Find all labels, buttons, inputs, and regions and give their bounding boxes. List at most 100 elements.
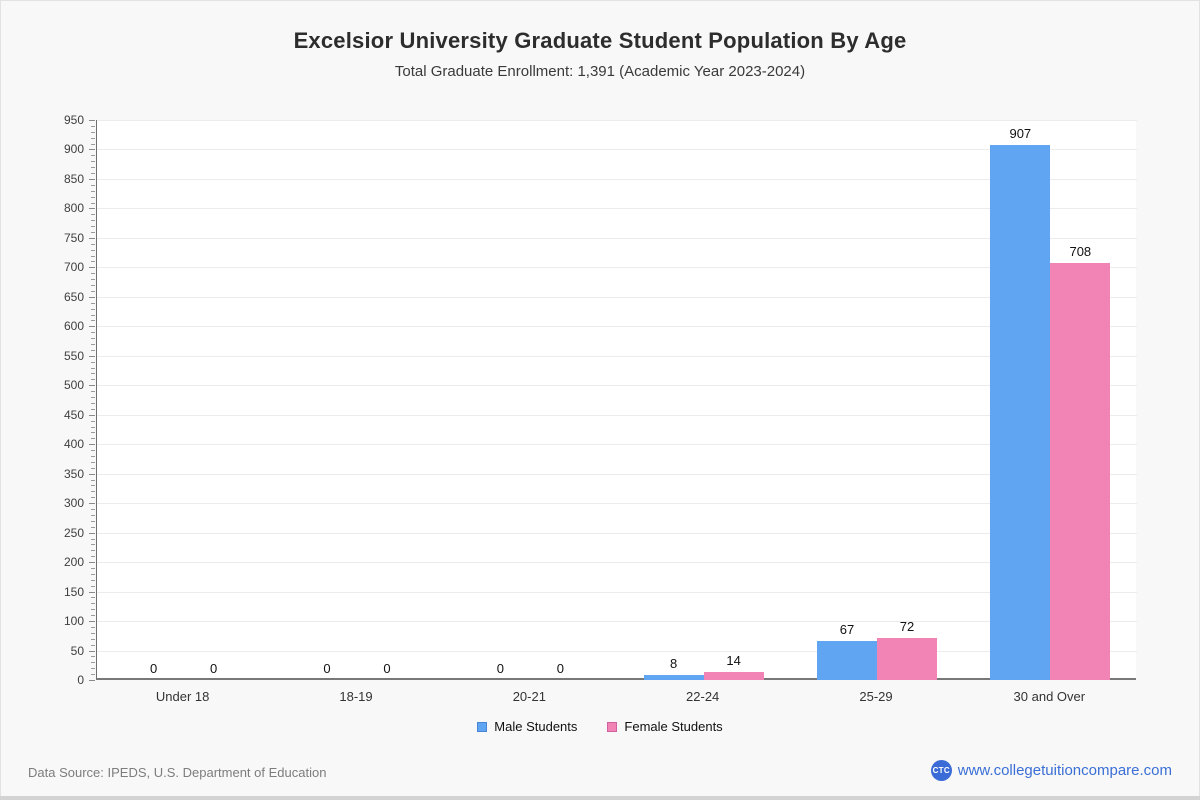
- y-axis-minor-tick: [91, 597, 95, 599]
- female-students-swatch-icon: [607, 721, 618, 732]
- y-axis-major-tick: [89, 532, 95, 534]
- y-axis-tick-label: 700: [63, 260, 84, 275]
- y-axis-minor-tick: [91, 173, 95, 175]
- y-axis-minor-tick: [91, 538, 95, 540]
- bar-value-label: 0: [150, 661, 158, 676]
- bar-value-label: 0: [323, 661, 331, 676]
- y-axis-minor-tick: [91, 125, 95, 127]
- y-axis-minor-tick: [91, 485, 95, 487]
- y-axis-minor-tick: [91, 232, 95, 233]
- legend-label-female-students: Female Students: [624, 719, 723, 734]
- y-axis-minor-tick: [91, 190, 95, 192]
- y-axis-minor-tick: [91, 320, 95, 322]
- y-axis-minor-tick: [91, 373, 95, 375]
- gridline: [97, 562, 1137, 564]
- y-axis-minor-tick: [91, 338, 95, 340]
- y-axis-major-tick: [89, 149, 95, 151]
- y-axis-minor-tick: [91, 308, 95, 310]
- legend-item-male-students: Male Students: [477, 719, 577, 734]
- bar-female-students: [877, 637, 937, 680]
- y-axis-tick-label: 400: [63, 437, 84, 452]
- ctc-logo-icon[interactable]: CTC: [930, 760, 952, 781]
- gridline: [97, 296, 1137, 298]
- y-axis-minor-tick: [91, 626, 95, 628]
- gridline: [97, 473, 1137, 475]
- bottom-divider: [0, 796, 1200, 800]
- y-axis-major-tick: [89, 562, 95, 564]
- bar-value-label: 0: [556, 661, 564, 676]
- y-axis-minor-tick: [91, 196, 95, 198]
- y-axis-minor-tick: [91, 261, 95, 263]
- y-axis-major-tick: [89, 473, 95, 475]
- y-axis-major-tick: [89, 621, 95, 623]
- website-link[interactable]: www.collegetuitioncompare.com: [957, 762, 1172, 779]
- y-axis-minor-tick: [91, 332, 95, 334]
- y-axis-minor-tick: [91, 656, 95, 658]
- bar-male-students: [990, 145, 1051, 680]
- y-axis-minor-tick: [91, 402, 95, 404]
- y-axis-major-tick: [89, 591, 95, 593]
- y-axis-minor-tick: [91, 497, 95, 499]
- y-axis-minor-tick: [91, 367, 95, 369]
- legend-label-male-students: Male Students: [494, 719, 578, 734]
- y-axis-tick-label: 950: [63, 113, 84, 127]
- y-axis-minor-tick: [91, 143, 95, 145]
- y-axis-minor-tick: [91, 314, 95, 316]
- y-axis-tick-label: 450: [63, 407, 84, 422]
- y-axis-minor-tick: [91, 585, 95, 587]
- gridline: [97, 208, 1137, 210]
- y-axis-major-tick: [89, 326, 95, 328]
- brand-footer: CTC www.collegetuitioncompare.com: [930, 760, 1172, 781]
- x-axis-category-label: 25-29: [859, 689, 893, 704]
- y-axis-minor-tick: [91, 302, 95, 304]
- y-axis-minor-tick: [91, 137, 95, 139]
- bar-male-students: [817, 640, 877, 680]
- y-axis-minor-tick: [91, 214, 95, 216]
- y-axis-minor-tick: [91, 184, 95, 186]
- y-axis-major-tick: [89, 503, 95, 505]
- y-axis-minor-tick: [91, 609, 95, 611]
- y-axis-minor-tick: [91, 161, 95, 163]
- y-axis-minor-tick: [91, 568, 95, 569]
- male-students-swatch-icon: [477, 721, 488, 732]
- y-axis-tick-label: 800: [63, 201, 84, 216]
- legend-item-female-students: Female Students: [607, 719, 723, 734]
- y-axis-minor-tick: [91, 461, 95, 463]
- bar-female-students: [703, 671, 764, 680]
- y-axis-minor-tick: [91, 603, 95, 605]
- y-axis-tick-label: 350: [63, 466, 84, 481]
- y-axis-minor-tick: [91, 632, 95, 634]
- y-axis-tick-label: 900: [63, 142, 84, 157]
- x-axis-category-label: 30 and Over: [1013, 689, 1086, 704]
- y-axis-minor-tick: [91, 456, 95, 457]
- gridline: [97, 267, 1137, 269]
- y-axis-minor-tick: [91, 579, 95, 581]
- gridline: [97, 650, 1137, 652]
- y-axis-minor-tick: [91, 668, 95, 670]
- y-axis-minor-tick: [91, 662, 95, 664]
- y-axis-minor-tick: [91, 285, 95, 287]
- y-axis-minor-tick: [91, 491, 95, 493]
- y-axis-minor-tick: [91, 243, 95, 245]
- gridline: [97, 591, 1137, 593]
- bar-value-label: 67: [839, 621, 855, 637]
- gridline: [97, 237, 1137, 239]
- bar-value-label: 0: [210, 661, 218, 676]
- y-axis-minor-tick: [91, 426, 95, 428]
- gridline: [97, 120, 1137, 121]
- y-axis-tick-label: 500: [63, 378, 84, 393]
- gridline: [97, 414, 1137, 416]
- bar-value-label: 72: [899, 618, 915, 634]
- plot-area: 0 0 0 0 0 0 8 14 67 72 907 708: [96, 120, 1137, 680]
- gridline: [97, 503, 1137, 505]
- y-axis-minor-tick: [91, 131, 95, 133]
- y-axis-minor-tick: [91, 438, 95, 440]
- y-axis-minor-tick: [91, 361, 95, 363]
- chart-title: Excelsior University Graduate Student Po…: [293, 28, 907, 53]
- y-axis-minor-tick: [91, 155, 95, 157]
- gridline: [97, 621, 1137, 623]
- y-axis-major-tick: [89, 120, 95, 121]
- y-axis-major-tick: [89, 355, 95, 357]
- y-axis-minor-tick: [91, 674, 95, 676]
- y-axis-major-tick: [89, 178, 95, 180]
